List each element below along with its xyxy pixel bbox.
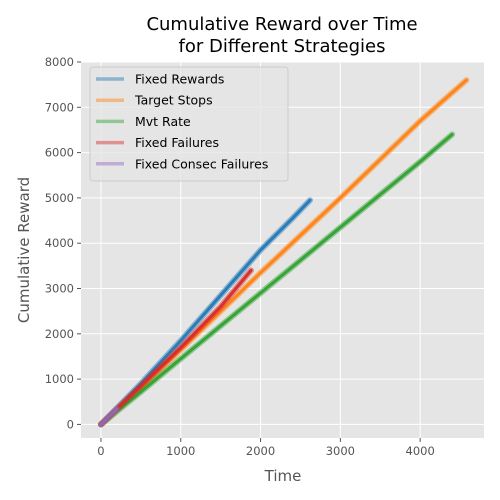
y-tick-label-6: 6000 bbox=[45, 146, 74, 160]
series-line-target-stops bbox=[99, 78, 468, 426]
y-tick-label-8: 8000 bbox=[45, 55, 74, 69]
x-axis-label: Time bbox=[264, 467, 302, 485]
x-tick-label-2: 2000 bbox=[246, 444, 275, 458]
series-lines bbox=[98, 77, 470, 428]
legend-label-target-stops: Target Stops bbox=[134, 93, 213, 108]
series-line-fixed-rewards bbox=[99, 198, 312, 426]
legend: Fixed Rewards Target Stops Mvt Rate Fixed F… bbox=[89, 66, 289, 182]
legend-label-fixed-failures: Fixed Failures bbox=[135, 135, 219, 150]
y-tick-labels: 0 1000 2000 3000 4000 5000 6000 7000 8000 bbox=[45, 55, 81, 431]
legend-label-fixed-rewards: Fixed Rewards bbox=[135, 72, 224, 87]
y-tick-label-1: 1000 bbox=[45, 372, 74, 386]
x-tick-label-4: 4000 bbox=[406, 444, 435, 458]
chart-title-line-2: for Different Strategies bbox=[179, 36, 386, 57]
series-line-fixed-failures bbox=[99, 268, 253, 426]
chart-title-line-1: Cumulative Reward over Time bbox=[146, 14, 417, 35]
legend-box bbox=[89, 66, 289, 182]
y-tick-label-2: 2000 bbox=[45, 327, 74, 341]
y-tick-label-4: 4000 bbox=[45, 236, 74, 250]
chart-title: Cumulative Reward over Time for Differen… bbox=[146, 14, 417, 57]
legend-label-fixed-consec-failures: Fixed Consec Failures bbox=[135, 156, 268, 171]
y-axis-label: Cumulative Reward bbox=[15, 177, 33, 323]
y-tick-label-7: 7000 bbox=[45, 100, 74, 114]
x-tick-label-0: 0 bbox=[97, 444, 104, 458]
series-line-fixed-consec-failures bbox=[99, 407, 119, 426]
y-tick-label-0: 0 bbox=[67, 417, 74, 431]
x-tick-label-3: 3000 bbox=[326, 444, 355, 458]
x-tick-label-1: 1000 bbox=[166, 444, 195, 458]
y-tick-label-3: 3000 bbox=[45, 282, 74, 296]
legend-label-mvt-rate: Mvt Rate bbox=[135, 114, 191, 129]
y-tick-label-5: 5000 bbox=[45, 191, 74, 205]
x-tick-labels: 0 1000 2000 3000 4000 bbox=[97, 438, 435, 458]
series-line-mvt-rate bbox=[99, 133, 454, 426]
